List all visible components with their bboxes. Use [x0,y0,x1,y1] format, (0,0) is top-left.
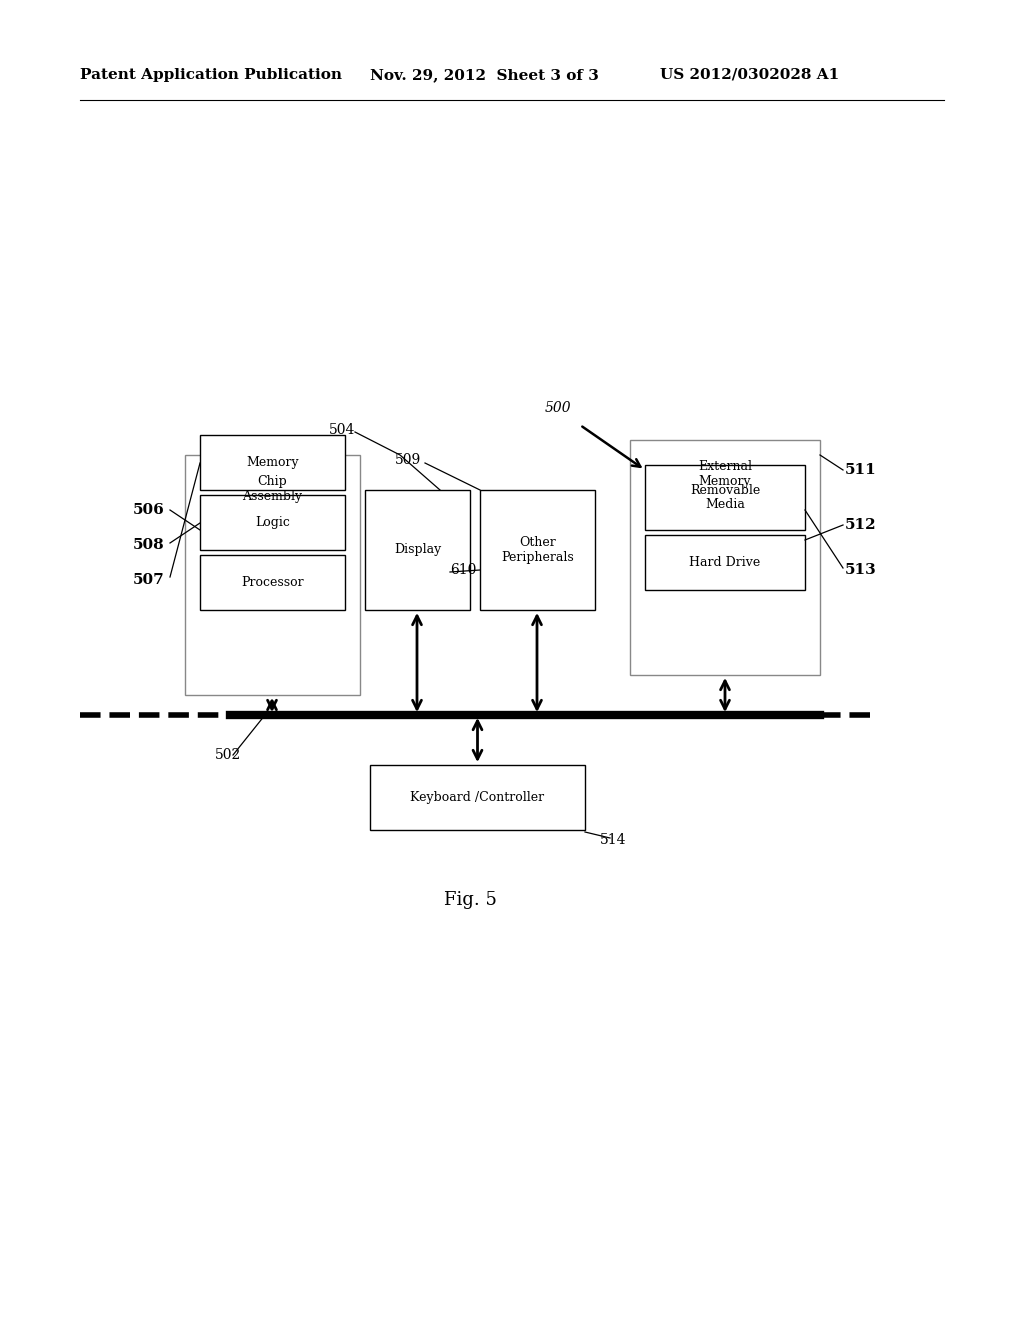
Text: External
Memory: External Memory [698,459,752,488]
Text: 504: 504 [329,422,355,437]
Text: 513: 513 [845,564,877,577]
Bar [185,455,360,696]
Bar [645,465,805,531]
Text: Keyboard /Controller: Keyboard /Controller [411,791,545,804]
Text: 506: 506 [133,503,165,517]
Text: Logic: Logic [255,516,290,529]
Bar [365,490,470,610]
Text: Display: Display [394,544,441,557]
Text: US 2012/0302028 A1: US 2012/0302028 A1 [660,69,840,82]
Text: Processor: Processor [242,576,304,589]
Bar [370,766,585,830]
Text: Other
Peripherals: Other Peripherals [501,536,573,564]
Bar [480,490,595,610]
Bar [200,436,345,490]
Bar [200,495,345,550]
Bar [630,440,820,675]
Text: Patent Application Publication: Patent Application Publication [80,69,342,82]
Text: 508: 508 [133,539,165,552]
Text: Removable
Media: Removable Media [690,483,760,511]
Text: Memory: Memory [246,455,299,469]
Text: 507: 507 [133,573,165,587]
Text: Chip
Assembly: Chip Assembly [243,475,302,503]
Text: Hard Drive: Hard Drive [689,556,761,569]
Text: 512: 512 [845,517,877,532]
Text: Fig. 5: Fig. 5 [443,891,497,909]
Text: 610: 610 [450,564,476,577]
Bar [200,554,345,610]
Text: 500: 500 [545,401,571,414]
Text: 511: 511 [845,463,877,477]
Text: 502: 502 [215,748,242,762]
Text: 509: 509 [395,453,421,467]
Text: 514: 514 [600,833,627,847]
Bar [645,535,805,590]
Text: Nov. 29, 2012  Sheet 3 of 3: Nov. 29, 2012 Sheet 3 of 3 [370,69,599,82]
